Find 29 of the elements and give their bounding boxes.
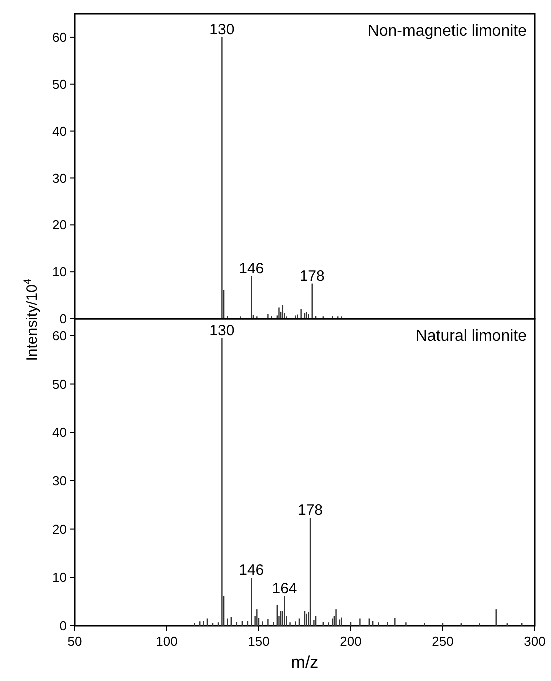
y-tick-label: 20: [52, 218, 67, 233]
annotation: 164: [272, 580, 298, 598]
text: Natural limonite: [416, 328, 528, 345]
annotation: 146: [239, 562, 264, 580]
y-tick-label: 40: [52, 124, 67, 139]
y-tick-label: 30: [52, 474, 67, 489]
y-tick-label: 40: [52, 425, 67, 440]
x-tick-label: 250: [432, 634, 454, 649]
y-tick-label: 20: [52, 522, 67, 537]
annotation: 130: [210, 322, 235, 340]
y-tick-label: 60: [52, 30, 67, 46]
annotation: 130: [210, 21, 235, 38]
y-tick-label: 50: [52, 376, 67, 392]
annotation: 146: [239, 260, 264, 278]
annotation: 178: [300, 268, 325, 285]
y-tick-label: 0: [60, 618, 67, 634]
y-tick-label: 10: [52, 570, 67, 586]
annotation: 178: [298, 502, 324, 520]
text: Non-magnetic limonite: [368, 23, 528, 40]
x-tick-label: 200: [340, 634, 362, 649]
y-tick-label: 50: [52, 76, 67, 92]
y-tick-label: 10: [52, 264, 67, 280]
x-tick-label: 150: [248, 634, 270, 649]
x-axis-title: m/z: [291, 653, 319, 672]
x-tick-label: 300: [524, 634, 546, 649]
y-tick-label: 60: [52, 328, 67, 344]
y-tick-label: 0: [60, 312, 67, 327]
x-tick-label: 100: [156, 634, 178, 649]
y-tick-label: 30: [52, 170, 67, 186]
